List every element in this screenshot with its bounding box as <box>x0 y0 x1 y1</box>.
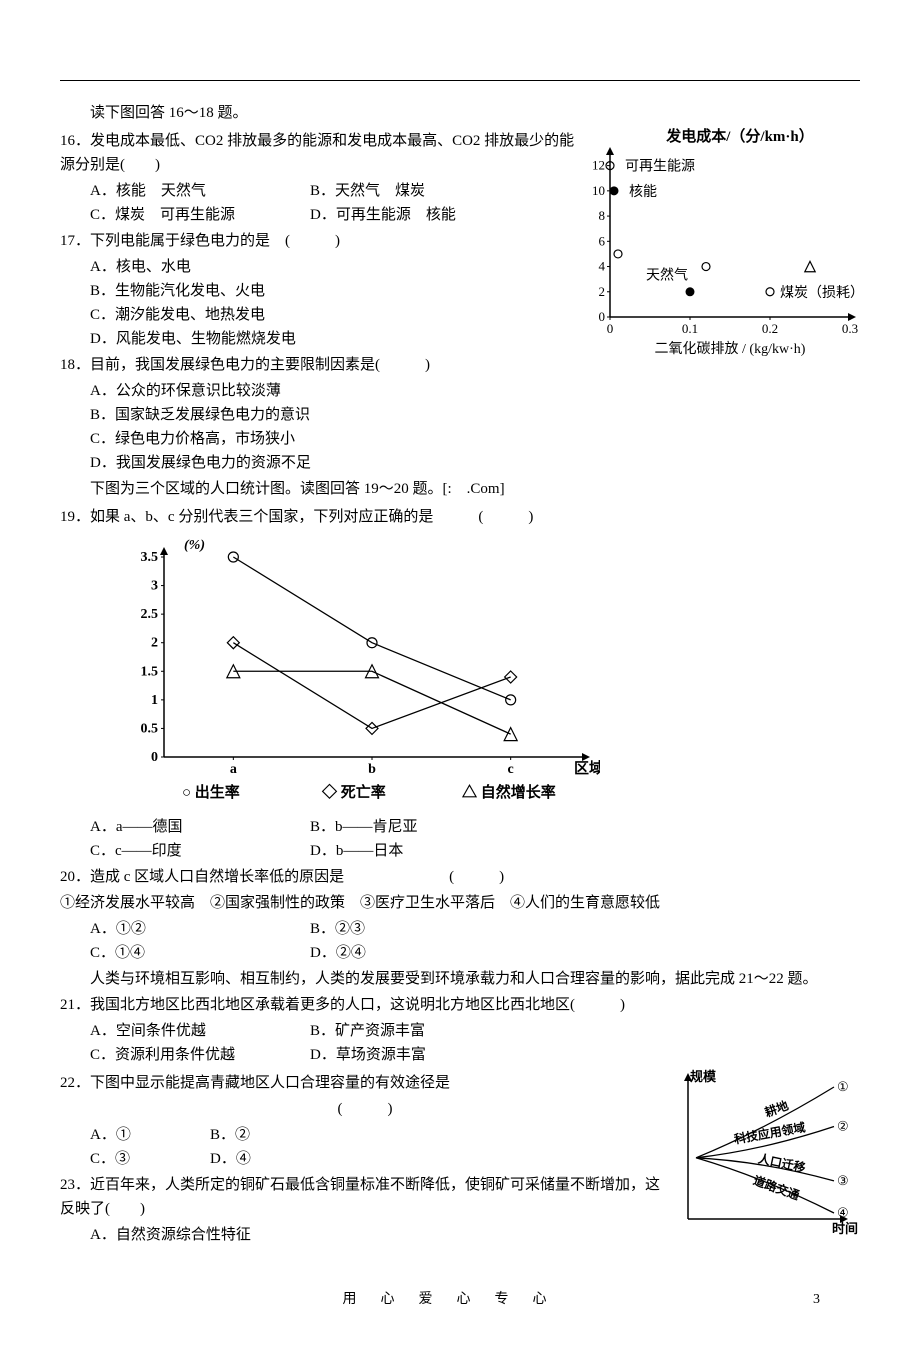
svg-text:发电成本/（分/km·h）: 发电成本/（分/km·h） <box>665 127 814 145</box>
q21-opt-a: A．空间条件优越 <box>90 1019 310 1043</box>
q16-opt-d: D．可再生能源 核能 <box>310 203 530 227</box>
svg-text:③: ③ <box>837 1173 849 1188</box>
q17-opt-a: A．核电、水电 <box>90 255 580 279</box>
svg-text:2: 2 <box>599 284 606 299</box>
svg-text:◇ 死亡率: ◇ 死亡率 <box>321 783 386 801</box>
q16-stem: 16．发电成本最低、CO2 排放最多的能源和发电成本最高、CO2 排放最少的能源… <box>60 129 580 177</box>
svg-text:0: 0 <box>607 321 614 336</box>
q20-opt-d: D．②④ <box>310 941 530 965</box>
svg-text:耕地: 耕地 <box>763 1098 791 1120</box>
q21-opt-b: B．矿产资源丰富 <box>310 1019 530 1043</box>
q22-opt-a: A．① <box>90 1123 210 1147</box>
q22-opt-b: B．② <box>210 1123 330 1147</box>
q16-opt-a: A．核能 天然气 <box>90 179 310 203</box>
q21-stem: 21．我国北方地区比西北地区承载着更多的人口，这说明北方地区比西北地区( ) <box>60 993 860 1017</box>
svg-text:12: 12 <box>592 158 605 173</box>
q22-stem-tail: ( ) <box>60 1097 670 1121</box>
q19-stem: 19．如果 a、b、c 分别代表三个国家，下列对应正确的是 ( ) <box>60 505 860 529</box>
svg-text:(%): (%) <box>184 538 205 553</box>
q20-opt-a: A．①② <box>90 917 310 941</box>
q20-stem: 20．造成 c 区域人口自然增长率低的原因是 ( ) <box>60 865 860 889</box>
q17-stem: 17．下列电能属于绿色电力的是 ( ) <box>60 229 580 253</box>
svg-text:二氧化碳排放 / (kg/kw·h): 二氧化碳排放 / (kg/kw·h) <box>655 341 806 357</box>
svg-text:2.5: 2.5 <box>141 607 159 622</box>
energy-scatter-chart: 发电成本/（分/km·h） 0 2 4 6 8 10 12 0 0.1 0.2 0.3 二氧化碳排放 /… <box>580 127 860 357</box>
q19-opt-c: C．c——印度 <box>90 839 310 863</box>
svg-text:3.5: 3.5 <box>141 550 159 565</box>
svg-text:0.2: 0.2 <box>762 321 778 336</box>
footer-center: 用心爱心专心 <box>343 1289 571 1311</box>
svg-text:0.5: 0.5 <box>141 721 159 736</box>
svg-text:4: 4 <box>599 259 606 274</box>
svg-text:②: ② <box>837 1119 849 1134</box>
intro-19-20: 下图为三个区域的人口统计图。读图回答 19～20 题。[: .Com] <box>60 477 580 501</box>
q18-opt-a: A．公众的环保意识比较淡薄 <box>90 379 580 403</box>
svg-text:①: ① <box>837 1079 849 1094</box>
q23-opt-a: A．自然资源综合性特征 <box>90 1223 670 1247</box>
svg-text:0.1: 0.1 <box>682 321 698 336</box>
q19-opt-a: A．a——德国 <box>90 815 310 839</box>
svg-text:道路交通: 道路交通 <box>751 1172 801 1203</box>
svg-text:3: 3 <box>151 579 158 594</box>
q22-stem: 22．下图中显示能提高青藏地区人口合理容量的有效途径是 <box>60 1071 670 1095</box>
svg-text:煤炭（损耗）: 煤炭（损耗） <box>780 285 860 301</box>
svg-text:1: 1 <box>151 693 158 708</box>
svg-text:0: 0 <box>599 309 606 324</box>
q20-opt-c: C．①④ <box>90 941 310 965</box>
q18-opt-d: D．我国发展绿色电力的资源不足 <box>90 451 580 475</box>
top-rule <box>60 80 860 81</box>
svg-text:人口迁移: 人口迁移 <box>757 1151 807 1176</box>
q18-opt-b: B．国家缺乏发展绿色电力的意识 <box>90 403 580 427</box>
intro-21-22: 人类与环境相互影响、相互制约，人类的发展要受到环境承载力和人口合理容量的影响，据… <box>60 967 860 991</box>
svg-text:○ 出生率: ○ 出生率 <box>182 783 240 801</box>
svg-text:时间: 时间 <box>832 1221 858 1236</box>
svg-text:1.5: 1.5 <box>141 664 159 679</box>
svg-text:△ 自然增长率: △ 自然增长率 <box>461 783 556 801</box>
q20-opt-b: B．②③ <box>310 917 530 941</box>
svg-text:区域: 区域 <box>574 759 600 777</box>
q17-opt-b: B．生物能汽化发电、火电 <box>90 279 580 303</box>
svg-text:a: a <box>230 762 237 777</box>
q22-line-chart: 规模时间①②③④耕地科技应用领域人口迁移道路交通 <box>670 1069 860 1239</box>
page-footer: 用心爱心专心 3 <box>60 1289 860 1311</box>
svg-text:④: ④ <box>837 1205 849 1220</box>
svg-text:c: c <box>508 762 514 777</box>
q20-stem2: ①经济发展水平较高 ②国家强制性的政策 ③医疗卫生水平落后 ④人们的生育意愿较低 <box>60 891 860 915</box>
q16-opt-c: C．煤炭 可再生能源 <box>90 203 310 227</box>
q18-opt-c: C．绿色电力价格高，市场狭小 <box>90 427 580 451</box>
q17-opt-c: C．潮汐能发电、地热发电 <box>90 303 580 327</box>
svg-text:规模: 规模 <box>690 1069 717 1084</box>
svg-text:0.3: 0.3 <box>842 321 858 336</box>
svg-text:天然气: 天然气 <box>646 267 688 284</box>
svg-text:6: 6 <box>599 233 606 248</box>
svg-text:b: b <box>368 762 376 777</box>
svg-text:0: 0 <box>151 750 158 765</box>
q16-opt-b: B．天然气 煤炭 <box>310 179 530 203</box>
q21-opt-d: D．草场资源丰富 <box>310 1043 530 1067</box>
q18-stem: 18．目前，我国发展绿色电力的主要限制因素是( ) <box>60 353 580 377</box>
intro-16-18: 读下图回答 16～18 题。 <box>60 101 860 125</box>
svg-text:10: 10 <box>592 183 605 198</box>
q23-stem: 23．近百年来，人类所定的铜矿石最低含铜量标准不断降低，使铜矿可采储量不断增加，… <box>60 1173 670 1221</box>
footer-page: 3 <box>813 1289 820 1311</box>
q22-opt-c: C．③ <box>90 1147 210 1171</box>
q21-opt-c: C．资源利用条件优越 <box>90 1043 310 1067</box>
q17-opt-d: D．风能发电、生物能燃烧发电 <box>90 327 580 351</box>
q19-opt-b: B．b——肯尼亚 <box>310 815 530 839</box>
svg-text:2: 2 <box>151 636 158 651</box>
svg-text:8: 8 <box>599 208 606 223</box>
population-line-chart: (%) 0 0.5 1 1.5 2 2.5 3 3.5 a b c 区域 ○ 出生率 ◇ 死亡率 △ 自然增长… <box>120 537 600 807</box>
svg-text:可再生能源: 可再生能源 <box>625 159 695 175</box>
q19-opt-d: D．b——日本 <box>310 839 530 863</box>
svg-text:核能: 核能 <box>629 184 657 200</box>
q22-opt-d: D．④ <box>210 1147 330 1171</box>
